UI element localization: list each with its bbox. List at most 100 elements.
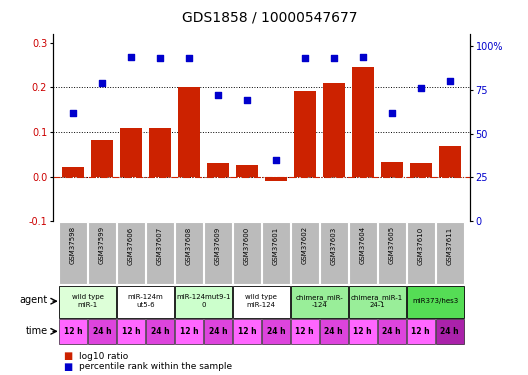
Bar [291,286,347,318]
Text: miR373/hes3: miR373/hes3 [412,298,458,304]
Point [417,85,425,91]
Point [243,98,251,104]
Bar [117,319,145,345]
Bar [59,319,87,345]
Bar [262,222,290,284]
Text: percentile rank within the sample: percentile rank within the sample [79,362,232,371]
Text: log10 ratio: log10 ratio [79,352,128,361]
Point [98,80,106,86]
Text: agent: agent [19,295,48,305]
Bar [59,286,116,318]
Bar [436,222,464,284]
Bar [59,222,87,284]
Text: GSM37603: GSM37603 [331,226,337,265]
Bar [294,91,316,177]
Bar [204,222,232,284]
Bar [349,286,406,318]
Bar [88,319,116,345]
Bar [407,222,435,284]
Bar [378,222,406,284]
Bar [204,319,232,345]
Bar [91,140,113,177]
Bar [352,67,374,177]
Bar [88,222,116,284]
Text: 24 h: 24 h [325,327,343,336]
Text: GSM37604: GSM37604 [360,226,366,264]
Text: GSM37606: GSM37606 [128,226,134,265]
Point [359,54,367,60]
Bar [233,222,261,284]
Bar [349,222,376,284]
Bar [265,177,287,181]
Text: 24 h: 24 h [93,327,111,336]
Bar [439,146,460,177]
Bar [410,163,431,177]
Bar [233,319,261,345]
Text: 24 h: 24 h [209,327,227,336]
Bar [120,128,142,177]
Bar [407,319,435,345]
Bar [146,222,174,284]
Point [69,110,77,116]
Text: GSM37600: GSM37600 [244,226,250,265]
Bar [320,319,347,345]
Bar [62,167,84,177]
Text: 12 h: 12 h [296,327,314,336]
Text: 24 h: 24 h [150,327,169,336]
Point [185,55,193,61]
Bar [349,319,376,345]
Text: GSM37601: GSM37601 [273,226,279,265]
Text: miR-124m
ut5-6: miR-124m ut5-6 [128,294,163,308]
Text: 12 h: 12 h [238,327,256,336]
Text: 12 h: 12 h [64,327,82,336]
Bar [262,319,290,345]
Bar [117,286,174,318]
Bar [378,319,406,345]
Text: GSM37602: GSM37602 [302,226,308,264]
Text: 24 h: 24 h [267,327,285,336]
Text: chimera_miR-1
24-1: chimera_miR-1 24-1 [351,294,403,308]
Point [300,55,309,61]
Text: chimera_miR-
-124: chimera_miR- -124 [296,294,343,308]
Bar [149,128,171,177]
Bar [117,222,145,284]
Text: 12 h: 12 h [411,327,430,336]
Text: miR-124mut9-1
0: miR-124mut9-1 0 [176,294,231,308]
Text: GSM37605: GSM37605 [389,226,395,264]
Text: GSM37607: GSM37607 [157,226,163,265]
Text: GSM37610: GSM37610 [418,226,423,265]
Point [214,92,222,98]
Text: GSM37609: GSM37609 [215,226,221,265]
Bar [381,162,402,177]
Text: ■: ■ [63,351,73,361]
Bar [207,163,229,177]
Point [446,78,454,84]
Text: 24 h: 24 h [382,327,401,336]
Point [127,54,135,60]
Text: wild type
miR-124: wild type miR-124 [246,294,277,308]
Bar [178,87,200,177]
Text: GSM37608: GSM37608 [186,226,192,265]
Point [156,55,164,61]
Bar [146,319,174,345]
Text: GSM37598: GSM37598 [70,226,76,264]
Point [329,55,338,61]
Text: GSM37599: GSM37599 [99,226,105,264]
Text: 12 h: 12 h [121,327,140,336]
Bar [233,286,290,318]
Bar [175,319,203,345]
Point [388,110,396,116]
Bar [291,319,319,345]
Bar [175,286,232,318]
Text: 12 h: 12 h [180,327,198,336]
Bar [175,222,203,284]
Bar [236,165,258,177]
Bar [323,83,345,177]
Bar [291,222,319,284]
Bar [407,286,464,318]
Text: GDS1858 / 10000547677: GDS1858 / 10000547677 [182,10,357,24]
Text: 12 h: 12 h [353,327,372,336]
Bar [320,222,347,284]
Bar [436,319,464,345]
Point [271,157,280,163]
